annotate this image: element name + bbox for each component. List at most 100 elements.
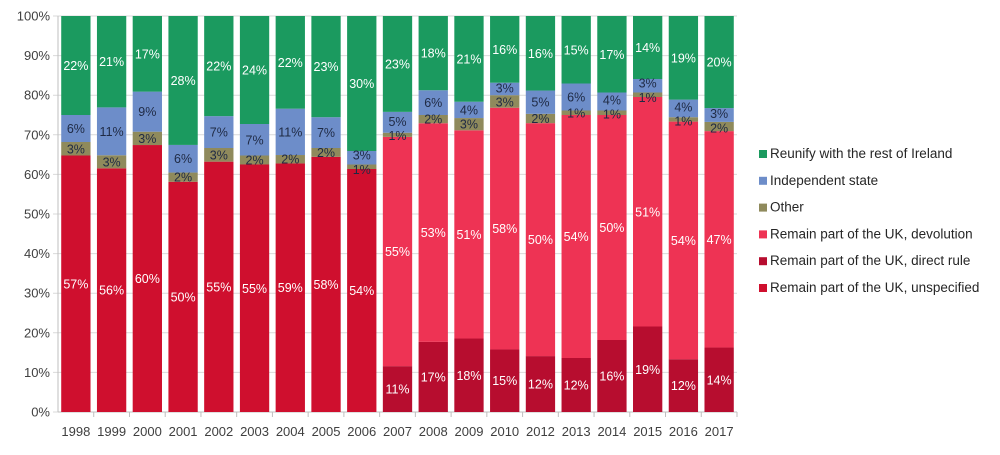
x-tick-label: 2000 <box>133 424 162 439</box>
data-label: 22% <box>63 59 88 73</box>
bar-segment <box>168 16 198 145</box>
bar-segment <box>239 155 270 165</box>
data-label: 2% <box>710 121 728 135</box>
bar-segment <box>61 155 91 412</box>
bar-segment <box>704 131 734 348</box>
bar-segment <box>204 16 234 117</box>
data-label: 3% <box>353 149 371 163</box>
x-tick-label: 2015 <box>633 424 662 439</box>
x-tick-label: 2003 <box>240 424 269 439</box>
data-label: 3% <box>710 107 728 121</box>
x-tick-label: 1999 <box>97 424 126 439</box>
bar-segment <box>168 144 198 173</box>
bar-segment <box>561 110 591 115</box>
data-label: 53% <box>421 226 446 240</box>
data-label: 17% <box>599 48 624 62</box>
data-label: 18% <box>421 47 446 61</box>
bar-segment <box>633 97 663 327</box>
bar-segment <box>633 92 663 97</box>
bar-segment <box>454 130 484 339</box>
x-tick-label: 2013 <box>562 424 591 439</box>
data-label: 17% <box>421 370 446 384</box>
data-label: 1% <box>567 106 585 120</box>
data-label: 4% <box>603 94 621 108</box>
x-tick-label: 2008 <box>419 424 448 439</box>
x-tick-label: 2012 <box>526 424 555 439</box>
bar-segment <box>204 161 234 412</box>
data-label: 23% <box>385 57 410 71</box>
data-label: 21% <box>99 55 124 69</box>
bar-segment <box>454 118 484 131</box>
data-label: 59% <box>278 281 303 295</box>
legend-swatch <box>759 257 767 266</box>
data-label: 11% <box>385 383 409 397</box>
bar-segment <box>96 168 127 412</box>
x-tick-label: 2005 <box>312 424 341 439</box>
data-label: 22% <box>278 56 303 70</box>
bar-segment <box>311 16 341 118</box>
bar-segment <box>275 108 305 156</box>
bar-segment <box>168 181 198 412</box>
bar-segment <box>311 156 341 412</box>
bar-segment <box>275 155 305 164</box>
legend-label: Reunify with the rest of Ireland <box>770 146 952 161</box>
bar-segment <box>490 95 520 108</box>
data-label: 55% <box>242 282 267 296</box>
data-label: 19% <box>671 51 696 65</box>
x-tick-label: 2002 <box>204 424 233 439</box>
x-tick-label: 2004 <box>276 424 305 439</box>
bar-segment <box>561 16 591 84</box>
bar-segment <box>597 340 627 412</box>
data-label: 22% <box>206 60 231 74</box>
y-tick-label: 30% <box>24 286 50 301</box>
data-label: 6% <box>567 91 585 105</box>
legend-swatch <box>759 150 767 158</box>
x-tick-label: 1998 <box>61 424 90 439</box>
data-label: 2% <box>246 154 264 168</box>
bar-segment <box>454 338 484 412</box>
data-label: 1% <box>603 108 621 122</box>
y-tick-label: 90% <box>24 48 50 63</box>
bar-segment <box>61 16 91 115</box>
data-label: 5% <box>388 115 406 129</box>
data-label: 12% <box>671 379 696 393</box>
legend-swatch <box>759 203 767 212</box>
bar-segment <box>668 359 699 412</box>
data-label: 2% <box>531 112 549 126</box>
data-label: 5% <box>531 96 549 110</box>
bar-segment <box>633 326 663 412</box>
y-tick-label: 0% <box>31 405 50 420</box>
bar-segment <box>490 349 520 412</box>
bar-segment <box>347 16 377 151</box>
bar-segment <box>311 148 341 157</box>
bar-segment <box>132 145 162 413</box>
data-label: 16% <box>528 47 553 61</box>
bar-segment <box>525 123 556 357</box>
data-label: 2% <box>424 113 442 127</box>
bar-segment <box>597 110 627 115</box>
bar-segment <box>347 151 377 165</box>
bar-segment <box>61 115 91 142</box>
data-label: 2% <box>174 171 192 185</box>
data-label: 56% <box>99 284 124 298</box>
bar-segment <box>132 91 162 132</box>
data-label: 3% <box>496 82 514 96</box>
bar-segment <box>239 16 270 124</box>
data-label: 21% <box>456 52 481 66</box>
bar-segment <box>561 83 591 111</box>
x-tick-label: 2009 <box>455 424 484 439</box>
bar-segment <box>347 169 377 412</box>
legend-swatch <box>759 176 767 185</box>
data-label: 6% <box>424 96 442 110</box>
data-label: 23% <box>314 60 339 74</box>
data-label: 7% <box>317 126 335 140</box>
bar-segment <box>96 16 127 108</box>
bar-segment <box>382 136 413 367</box>
bar-segment <box>132 131 162 146</box>
bar-segment <box>668 121 699 360</box>
data-label: 30% <box>349 77 374 91</box>
legend-label: Remain part of the UK, devolution <box>770 226 973 241</box>
data-label: 14% <box>635 41 660 55</box>
y-tick-label: 80% <box>24 88 50 103</box>
